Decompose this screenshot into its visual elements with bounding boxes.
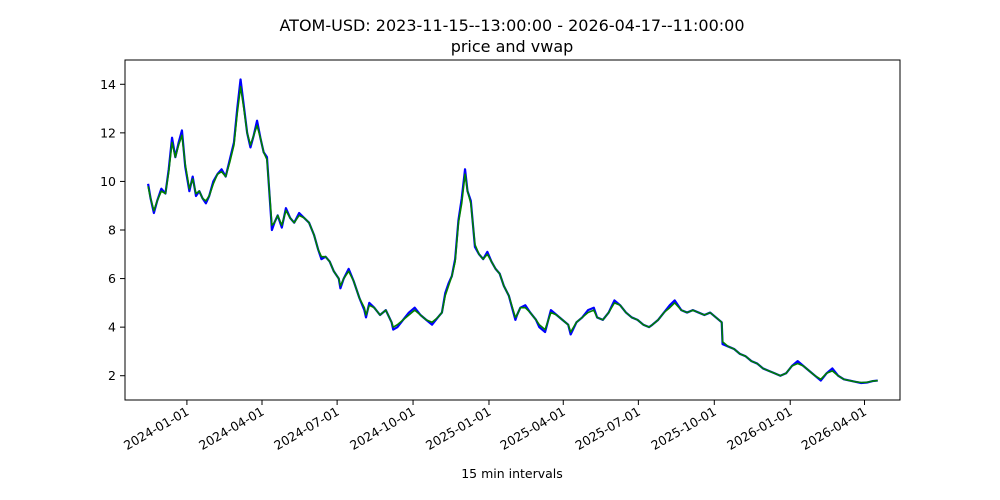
y-axis: 2 4 6 8 10 12 14 xyxy=(100,77,125,383)
x-tick-label: 2024-04-01 xyxy=(196,404,266,453)
x-tick-label: 2026-01-01 xyxy=(724,404,794,453)
y-tick-label: 2 xyxy=(108,368,116,383)
series-layer xyxy=(147,78,878,385)
chart-subtitle: price and vwap xyxy=(451,37,574,56)
x-tick-label: 2026-04-01 xyxy=(799,404,869,453)
x-tick-label: 2024-10-01 xyxy=(347,404,417,453)
y-tick-label: 14 xyxy=(100,77,116,92)
x-tick-label: 2025-10-01 xyxy=(648,404,718,453)
x-tick-label: 2024-01-01 xyxy=(121,404,191,453)
y-tick-label: 8 xyxy=(108,223,116,238)
y-tick-label: 4 xyxy=(108,320,116,335)
plot-frame xyxy=(124,59,901,401)
chart-title: ATOM-USD: 2023-11-15--13:00:00 - 2026-04… xyxy=(279,16,744,35)
x-tick-label: 2025-07-01 xyxy=(572,404,642,453)
vwap-series-line xyxy=(147,85,878,384)
x-tick-label: 2025-01-01 xyxy=(423,404,493,453)
x-axis-label: 15 min intervals xyxy=(461,466,563,481)
x-axis: 2024-01-01 2024-04-01 2024-07-01 2024-10-01… xyxy=(121,400,869,453)
x-tick-label: 2025-04-01 xyxy=(497,404,567,453)
x-tick-label: 2024-07-01 xyxy=(271,404,341,453)
y-tick-label: 6 xyxy=(108,271,116,286)
y-tick-label: 10 xyxy=(100,174,116,189)
y-tick-label: 12 xyxy=(100,125,116,140)
